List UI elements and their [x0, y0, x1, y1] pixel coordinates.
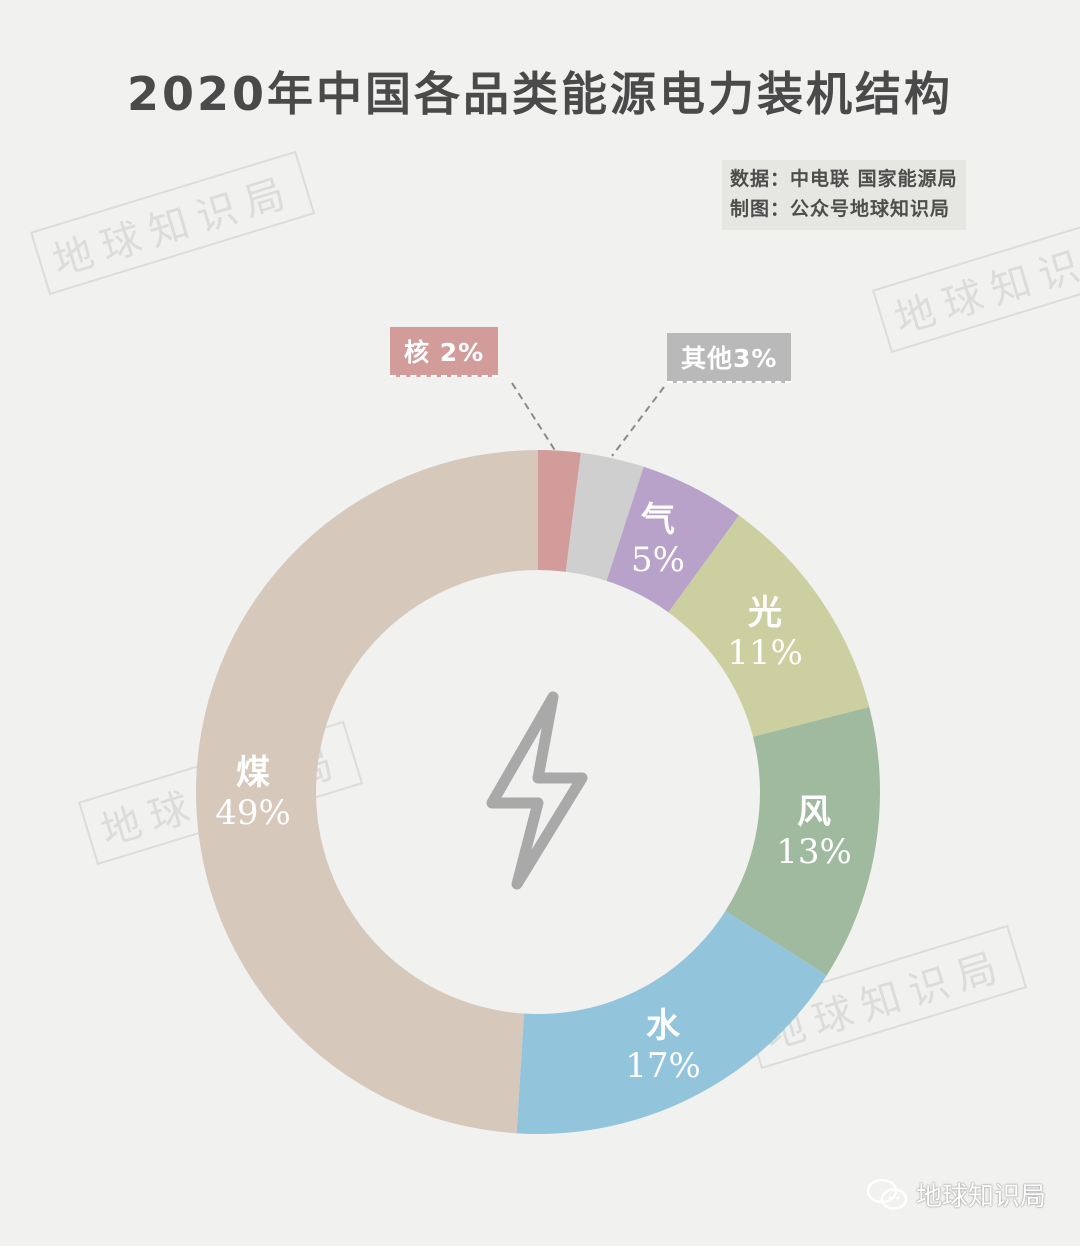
segment-other	[565, 452, 644, 581]
wechat-icon	[866, 1178, 908, 1210]
nuclear-callout: 核 2%	[390, 327, 499, 377]
lightning-icon	[486, 691, 588, 890]
gas-label: 气 5%	[598, 500, 718, 580]
gas-pct: 5%	[631, 540, 685, 580]
chart-title: 2020年中国各品类能源电力装机结构	[126, 67, 954, 121]
hydro-name: 水	[646, 1006, 680, 1046]
other-callout: 其他3%	[667, 333, 792, 383]
donut-segments	[195, 450, 880, 1134]
solar-label: 光 11%	[705, 593, 825, 673]
nuclear-leader-line	[511, 382, 557, 453]
coal-pct: 49%	[215, 793, 291, 833]
gas-name: 气	[641, 500, 675, 540]
source-box: 数据：中电联 国家能源局 制图：公众号地球知识局	[722, 160, 966, 230]
segment-solar	[668, 515, 870, 737]
footer-brand: 地球知识局	[866, 1176, 1046, 1213]
source-made-line: 制图：公众号地球知识局	[730, 198, 951, 220]
segment-gas	[606, 466, 740, 613]
footer-text: 地球知识局	[916, 1182, 1047, 1212]
coal-name: 煤	[236, 753, 270, 793]
hydro-pct: 17%	[625, 1046, 701, 1086]
coal-label: 煤 49%	[193, 753, 313, 833]
source-data-line: 数据：中电联 国家能源局	[730, 168, 958, 190]
hydro-label: 水 17%	[603, 1006, 723, 1086]
segment-nuclear	[538, 450, 581, 572]
wind-name: 风	[797, 792, 831, 832]
other-leader-line	[611, 386, 665, 457]
segment-wind	[725, 706, 880, 976]
solar-pct: 11%	[727, 633, 803, 673]
segment-coal	[195, 450, 538, 1134]
wind-label: 风 13%	[754, 792, 874, 872]
solar-name: 光	[748, 593, 782, 633]
wind-pct: 13%	[776, 832, 852, 872]
segment-hydro	[516, 910, 827, 1134]
